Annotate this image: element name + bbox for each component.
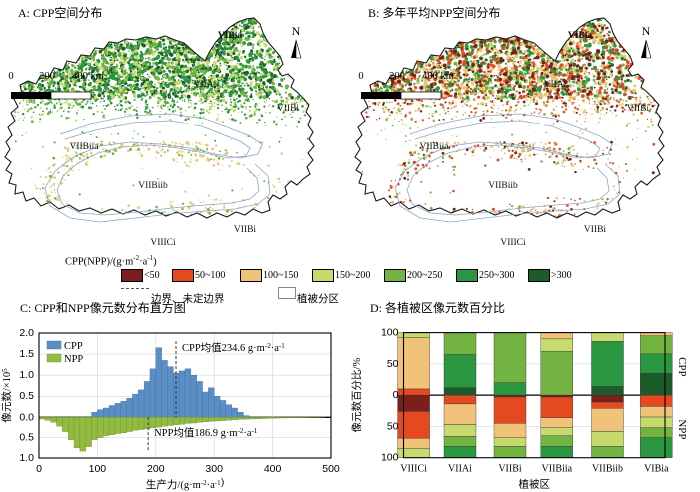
svg-text:VIIBiib: VIIBiib bbox=[138, 181, 168, 191]
svg-text:200: 200 bbox=[39, 71, 55, 82]
svg-text:400 km: 400 km bbox=[72, 71, 104, 82]
svg-text:VIIAi: VIIAi bbox=[194, 80, 217, 90]
svg-text:VIIBi: VIIBi bbox=[277, 104, 300, 114]
svg-text:VIIBi: VIIBi bbox=[234, 225, 257, 235]
svg-text:VIIBiia: VIIBiia bbox=[69, 142, 99, 152]
svg-text:VIIICi: VIIICi bbox=[150, 238, 176, 248]
svg-text:VIIBiia: VIIBiia bbox=[168, 124, 199, 134]
svg-text:VIBia: VIBia bbox=[218, 31, 243, 41]
svg-text:0: 0 bbox=[8, 71, 13, 82]
svg-text:N: N bbox=[292, 24, 301, 38]
